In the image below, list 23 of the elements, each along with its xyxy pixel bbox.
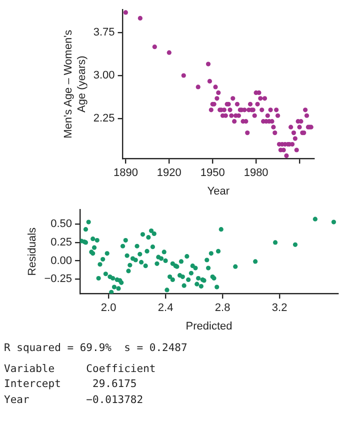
y-tick-label: 3.75 <box>93 26 115 39</box>
y-axis-title: Residuals <box>26 226 39 276</box>
x-tick-label: 1950 <box>200 167 225 180</box>
x-tick-label: 3.2 <box>272 302 288 314</box>
y-tick-label: 0.25 <box>50 236 72 248</box>
y-tick-label: 3.00 <box>93 70 115 82</box>
text: Intercept 29.6175 <box>4 377 138 392</box>
x-tick-label: 1980 <box>244 167 268 180</box>
text: R squared = 69.9% s = 0.2487 <box>4 341 188 356</box>
x-axis-title: Year <box>207 185 230 198</box>
x-tick-label: 2.4 <box>158 302 174 314</box>
y-tick-label: 0.00 <box>50 254 72 267</box>
x-tick-label: 2.8 <box>214 302 230 314</box>
x-tick-label: 2.0 <box>100 302 116 314</box>
x-tick-label: 1920 <box>156 167 182 180</box>
x-axis-title: Predicted <box>186 320 232 332</box>
text: Variable Coefficient <box>4 362 157 378</box>
y-tick-label: −0.25 <box>44 273 72 286</box>
text: Year −0.013782 <box>4 392 144 408</box>
y-axis-title: Men's Age – Women's Age (years) <box>62 29 88 138</box>
x-tick-label: 1890 <box>113 167 138 180</box>
y-tick-label: 0.50 <box>50 218 72 230</box>
y-tick-label: 2.25 <box>93 112 115 125</box>
